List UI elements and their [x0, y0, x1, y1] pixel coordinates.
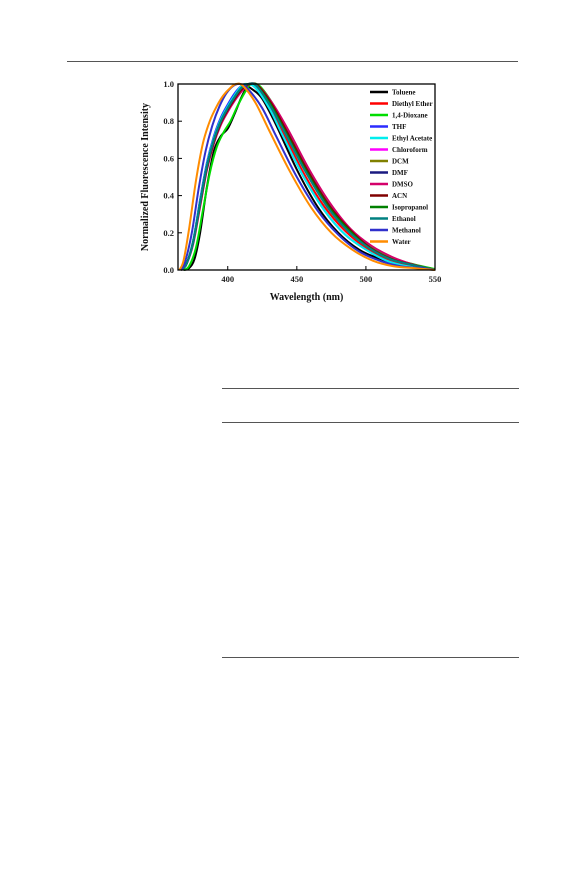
- table-rule-bottom: [222, 657, 519, 658]
- legend-label: Isopropanol: [392, 204, 428, 212]
- y-tick-label: 1.0: [163, 79, 174, 89]
- series-line-methanol: [179, 82, 436, 271]
- legend-label: DMSO: [392, 181, 414, 189]
- legend-label: Methanol: [392, 227, 421, 235]
- legend-label: Ethanol: [392, 215, 416, 223]
- x-tick-label: 450: [290, 274, 303, 284]
- legend-label: DCM: [392, 158, 409, 166]
- table-rule-top: [222, 388, 519, 389]
- x-tick-label: 500: [360, 274, 373, 284]
- y-tick-label: 0.8: [163, 116, 174, 126]
- x-tick-label: 400: [221, 274, 234, 284]
- y-tick-label: 0.2: [163, 228, 174, 238]
- y-tick-label: 0.6: [163, 153, 174, 163]
- series-line-water: [178, 82, 436, 271]
- legend-label: Diethyl Ether: [392, 100, 433, 108]
- legend-label: Water: [392, 238, 411, 246]
- x-tick-label: 550: [429, 274, 442, 284]
- y-axis-title: Normalized Fluorescence Intensity: [140, 103, 151, 251]
- plot-frame: [177, 83, 436, 271]
- x-axis-title: Wavelength (nm): [270, 292, 344, 303]
- legend-label: THF: [392, 123, 406, 131]
- legend-label: DMF: [392, 169, 408, 177]
- legend-label: 1,4-Dioxane: [392, 112, 428, 120]
- legend-label: Toluene: [392, 89, 415, 97]
- y-tick-label: 0.0: [163, 265, 174, 275]
- page-top-rule: [67, 61, 518, 62]
- legend: Toluene Diethyl Ether 1,4-Dioxane THF Ethyl …: [370, 89, 433, 246]
- legend-label: ACN: [392, 192, 407, 200]
- legend-label: Ethyl Acetate: [392, 135, 432, 143]
- table-rule-header: [222, 422, 519, 423]
- y-tick-label: 0.4: [163, 191, 174, 201]
- legend-label: Chloroform: [392, 146, 428, 154]
- fluorescence-chart: 400 450 500 550 0.0 0.2 0.4 0.6 0.8 1.0 Toluene Di…: [140, 79, 442, 303]
